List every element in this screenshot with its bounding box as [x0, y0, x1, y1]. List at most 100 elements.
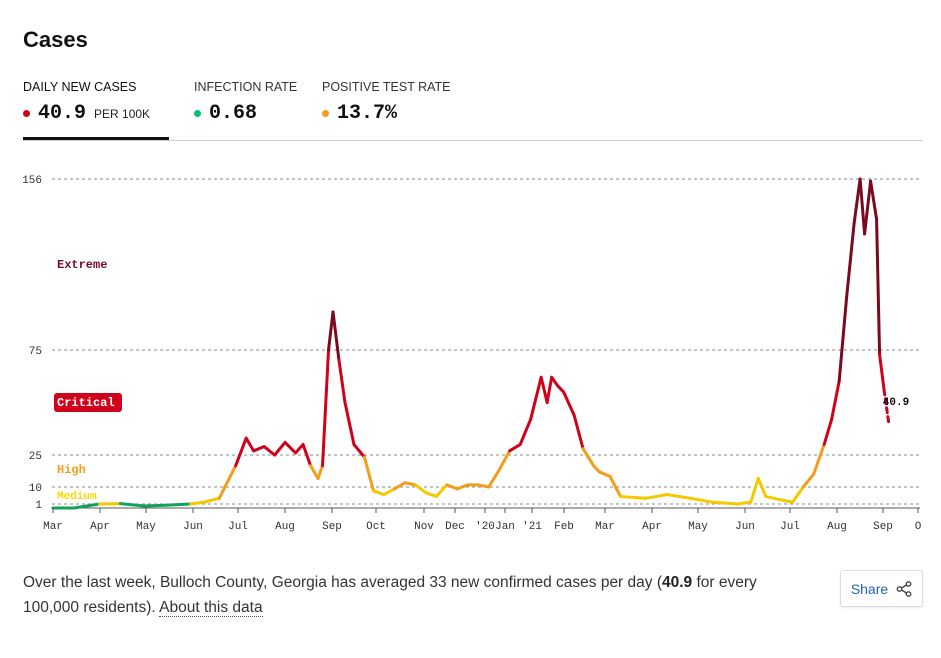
series-segment: [875, 217, 882, 356]
series-segment: [316, 464, 325, 480]
level-label-medium: Medium: [57, 491, 97, 503]
x-tick-label: O: [915, 521, 922, 533]
series-segment: [822, 417, 834, 446]
daily-cases-dot-icon: [23, 110, 30, 117]
tab-daily-new-cases[interactable]: DAILY NEW CASES 40.9 PER 100K: [23, 78, 169, 140]
series-segment: [455, 483, 470, 491]
positive-rate-dot-icon: [322, 110, 329, 117]
series-segment: [413, 483, 428, 495]
series-segment: [142, 503, 167, 508]
series-segment: [756, 476, 768, 498]
x-tick-label: Aug: [275, 521, 295, 533]
last-value-label: 40.9: [883, 397, 909, 409]
series-segment: [403, 481, 417, 487]
share-icon: [896, 580, 912, 597]
share-button[interactable]: Share: [840, 570, 923, 607]
x-tick-label: Sep: [873, 521, 893, 533]
chart-description: Over the last week, Bulloch County, Geor…: [23, 570, 783, 620]
x-tick-label: Feb: [554, 521, 574, 533]
series-segment: [321, 348, 331, 468]
series-segment: [118, 502, 146, 508]
series-segment: [301, 443, 313, 468]
series-segment: [845, 221, 856, 299]
series-segment: [749, 476, 760, 504]
series-segment: [382, 487, 396, 497]
tab-positive-test-rate[interactable]: POSITIVE TEST RATE 13.7%: [322, 78, 457, 140]
series-segment: [72, 502, 101, 510]
series-segment: [598, 470, 612, 478]
x-tick-label: Jul: [780, 521, 800, 533]
y-tick-label: 1: [35, 500, 42, 512]
metric-tabs: DAILY NEW CASES 40.9 PER 100K INFECTION …: [23, 78, 923, 141]
description-value: 40.9: [662, 574, 693, 591]
series-segment: [545, 375, 554, 404]
x-tick-label: Aug: [827, 521, 847, 533]
series-segment: [244, 436, 256, 453]
x-tick-label: Jul: [228, 521, 248, 533]
series-segment: [189, 500, 206, 506]
series-segment: [837, 295, 849, 383]
series-segment: [858, 177, 867, 236]
series-segment: [780, 498, 795, 504]
series-segment: [445, 483, 459, 491]
series-segment: [619, 494, 648, 500]
series-segment: [508, 443, 522, 453]
cases-chart: 1 10 25 75 156 Extreme Critical High Medium Mar…: [22, 175, 922, 533]
x-tick-label: May: [688, 521, 708, 533]
x-tick-label: Nov: [414, 521, 434, 533]
series-segment: [562, 390, 576, 417]
level-label-critical: Critical: [57, 396, 115, 410]
share-button-label: Share: [850, 580, 889, 597]
series-segment: [424, 491, 438, 498]
y-tick-label: 75: [29, 346, 42, 358]
series-segment: [283, 440, 298, 455]
x-tick-label: Jun: [183, 521, 203, 533]
tab-positive-test-rate-label: POSITIVE TEST RATE: [322, 80, 451, 94]
series-segment: [163, 502, 193, 507]
series-segment: [392, 481, 407, 491]
series-segment: [327, 310, 335, 352]
series-segment: [371, 489, 386, 497]
series-segment: [572, 413, 585, 451]
x-tick-label: Jan: [495, 521, 515, 533]
x-tick-label: '20: [475, 521, 495, 533]
series-segment: [878, 352, 886, 392]
level-label-high: High: [57, 463, 86, 477]
series-segment: [362, 455, 375, 493]
x-tick-label: May: [136, 521, 156, 533]
series-segment: [487, 468, 501, 489]
x-tick-label: Jun: [735, 521, 755, 533]
x-tick-label: Mar: [43, 521, 63, 533]
about-data-link[interactable]: About this data: [159, 599, 263, 617]
series-segment: [529, 375, 543, 421]
series-segment: [882, 388, 891, 424]
series-segment: [476, 483, 491, 489]
infection-rate-value: 0.68: [209, 102, 258, 125]
series-segment: [689, 496, 714, 504]
level-label-extreme: Extreme: [57, 258, 107, 272]
series-segment: [830, 380, 841, 421]
series-segment: [273, 440, 287, 457]
tab-infection-rate[interactable]: INFECTION RATE 0.68: [194, 78, 304, 140]
series-segment: [764, 494, 784, 502]
series-segment: [343, 401, 356, 446]
x-tick-label: Apr: [90, 521, 110, 533]
series-segment: [518, 417, 533, 446]
series-segment: [801, 472, 816, 489]
series-segment: [644, 493, 669, 500]
series-segment: [608, 474, 623, 498]
series-segment: [234, 436, 248, 468]
series-segment: [252, 445, 266, 453]
series-segment: [217, 464, 238, 500]
series-segment: [665, 493, 693, 500]
description-suffix: for every 100,000 residents).: [23, 574, 757, 616]
x-tick-label: Oct: [366, 521, 386, 533]
y-tick-label: 10: [29, 483, 42, 495]
x-tick-label: Sep: [322, 521, 342, 533]
tab-infection-rate-label: INFECTION RATE: [194, 80, 298, 94]
series-segment: [497, 449, 512, 472]
series-segment: [852, 177, 862, 225]
series-segment: [337, 359, 347, 404]
series-segment: [791, 485, 805, 504]
series-segment: [294, 443, 305, 455]
